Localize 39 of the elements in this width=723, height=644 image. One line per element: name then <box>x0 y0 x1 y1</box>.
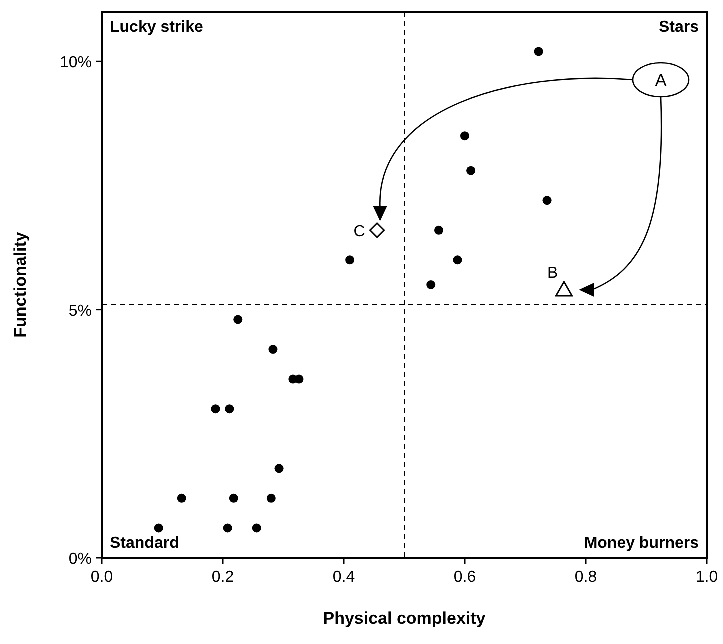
point <box>211 404 220 414</box>
point <box>225 404 234 414</box>
annotation: Stars <box>658 19 700 36</box>
point <box>466 166 476 176</box>
point <box>453 256 462 265</box>
x-tick-label: 1.0 <box>696 569 718 586</box>
annotation: C <box>354 223 366 240</box>
point <box>460 132 470 141</box>
x-tick-label: 0.0 <box>90 569 114 586</box>
annotation: Standard <box>110 535 180 552</box>
point <box>234 315 243 324</box>
point <box>154 524 164 533</box>
x-tick-label: 0.2 <box>212 569 234 586</box>
point <box>268 345 278 354</box>
x-axis-title: Physical complexity <box>323 609 486 628</box>
x-tick-label: 0.8 <box>574 569 598 586</box>
y-tick-label: 10% <box>60 54 92 72</box>
annotation: Lucky strike <box>110 19 204 36</box>
point <box>370 222 386 238</box>
annotation: A <box>655 71 668 90</box>
annotation: Money burners <box>584 535 700 552</box>
point <box>346 256 355 265</box>
point <box>229 494 238 503</box>
point <box>223 524 232 533</box>
y-tick-label: 5% <box>68 302 92 320</box>
point <box>426 280 436 290</box>
point <box>252 524 262 533</box>
point <box>177 494 186 503</box>
point <box>274 464 284 474</box>
x-tick-label: 0.6 <box>454 569 476 586</box>
point <box>434 226 444 235</box>
y-tick-label: 0% <box>68 551 92 568</box>
annotation: B <box>548 264 558 282</box>
point <box>266 494 276 503</box>
point <box>534 47 544 56</box>
point <box>555 281 573 297</box>
x-tick-label: 0.4 <box>332 569 356 586</box>
y-axis-title: Functionality <box>11 232 30 338</box>
point <box>542 196 552 206</box>
